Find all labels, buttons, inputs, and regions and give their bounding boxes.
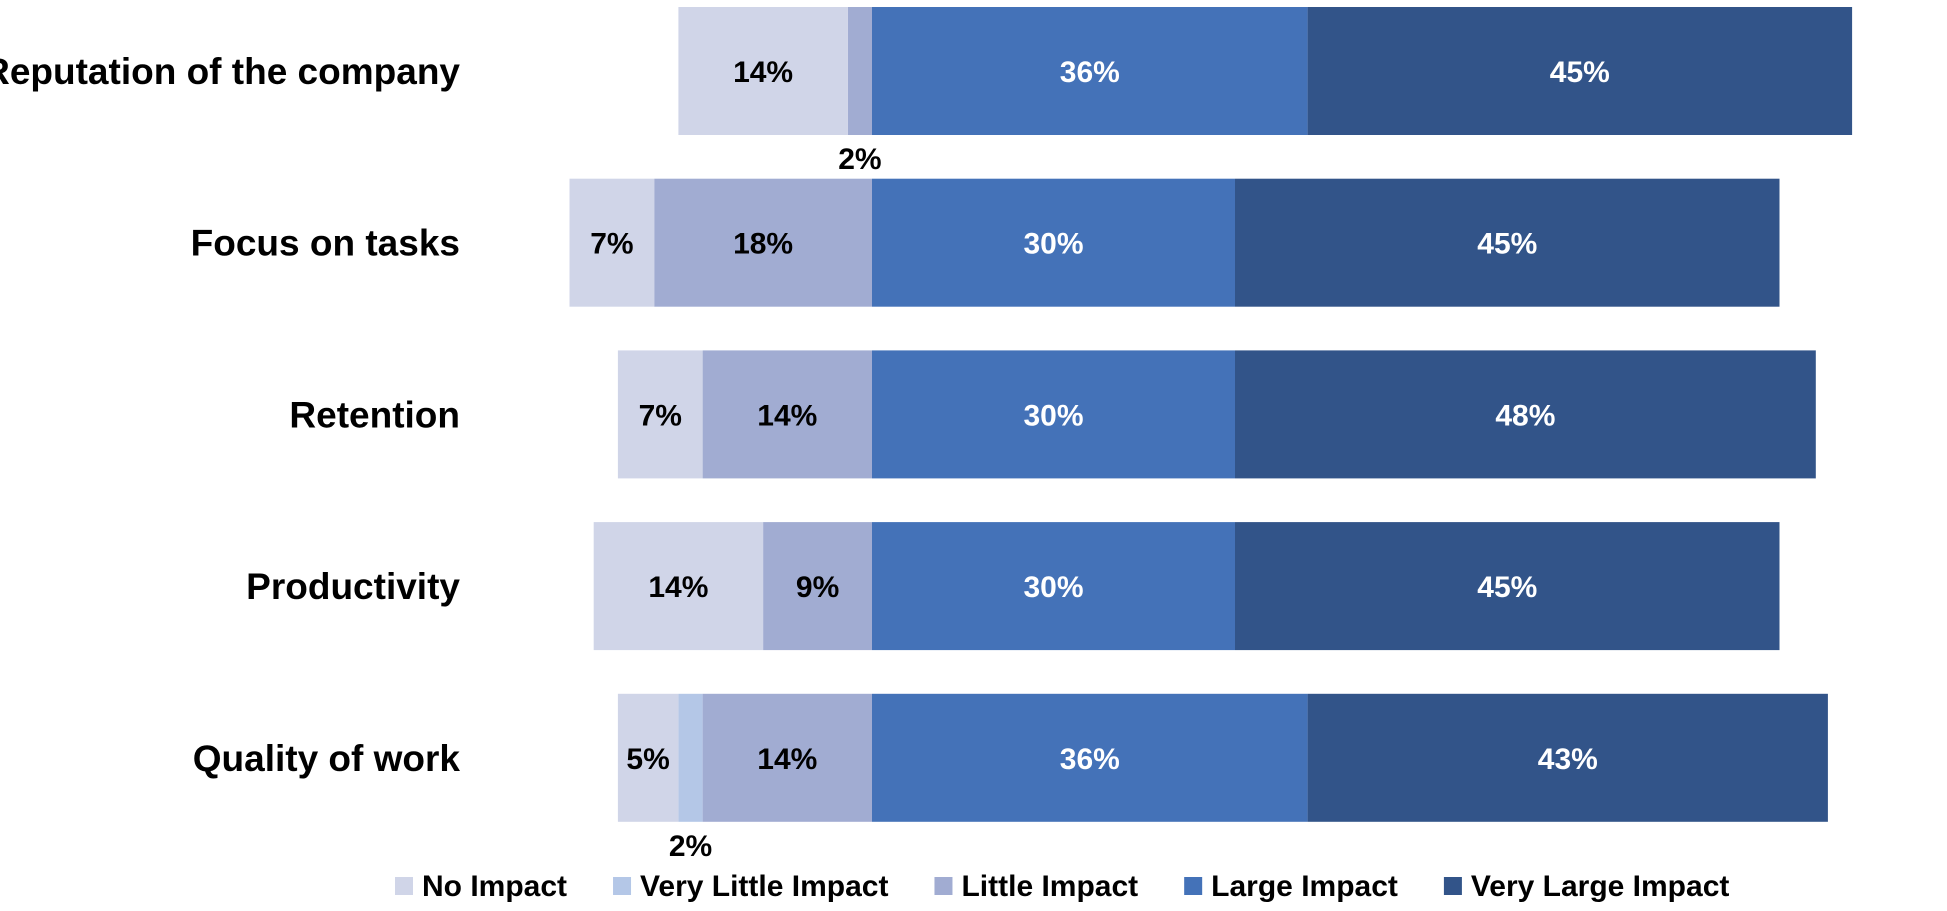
data-label-little-impact-productivity: 9% bbox=[796, 571, 839, 604]
data-label-little-impact-retention: 14% bbox=[757, 399, 817, 432]
category-label-quality-of-work: Quality of work bbox=[193, 738, 461, 779]
data-label-large-impact-focus-on-tasks: 30% bbox=[1023, 228, 1083, 261]
data-label-no-impact-focus-on-tasks: 7% bbox=[590, 228, 633, 261]
category-label-focus-on-tasks: Focus on tasks bbox=[191, 223, 460, 264]
bar-segment-large-impact-retention bbox=[872, 350, 1235, 479]
bar-segment-very-large-impact-focus-on-tasks bbox=[1235, 178, 1780, 307]
bar-segment-very-large-impact-quality-of-work bbox=[1307, 693, 1828, 822]
data-label-large-impact-productivity: 30% bbox=[1023, 571, 1083, 604]
legend-swatch-large-impact bbox=[1184, 877, 1203, 895]
bar-segment-little-impact-focus-on-tasks bbox=[654, 178, 872, 307]
bar-segment-no-impact-focus-on-tasks bbox=[569, 178, 655, 307]
legend-label-very-large-impact: Very Large Impact bbox=[1471, 870, 1729, 903]
bar-segment-large-impact-focus-on-tasks bbox=[872, 178, 1235, 307]
data-label-large-impact-retention: 30% bbox=[1023, 399, 1083, 432]
bar-segment-no-impact-reputation-of-the-company bbox=[678, 7, 848, 135]
category-label-reputation-of-the-company: Reputation of the company bbox=[0, 51, 460, 92]
bar-segment-no-impact-productivity bbox=[593, 522, 764, 651]
data-label-little-impact-reputation-of-the-company: 2% bbox=[838, 143, 881, 176]
bar-segment-very-large-impact-reputation-of-the-company bbox=[1307, 7, 1853, 135]
category-label-productivity: Productivity bbox=[246, 566, 460, 607]
bar-segment-no-impact-retention bbox=[617, 350, 703, 479]
bar-segment-little-impact-quality-of-work bbox=[702, 693, 872, 822]
bar-segment-large-impact-quality-of-work bbox=[872, 693, 1308, 822]
legend-swatch-no-impact bbox=[395, 877, 413, 895]
data-label-no-impact-reputation-of-the-company: 14% bbox=[733, 56, 793, 89]
data-label-very-large-impact-retention: 48% bbox=[1495, 399, 1555, 432]
data-label-very-little-impact-quality-of-work: 2% bbox=[669, 830, 712, 863]
bar-segment-no-impact-quality-of-work bbox=[617, 693, 679, 822]
data-label-very-large-impact-productivity: 45% bbox=[1477, 571, 1537, 604]
data-label-large-impact-quality-of-work: 36% bbox=[1060, 743, 1120, 776]
legend-swatch-very-little-impact bbox=[613, 877, 632, 895]
bar-segment-little-impact-reputation-of-the-company bbox=[847, 7, 872, 135]
data-label-little-impact-quality-of-work: 14% bbox=[757, 743, 817, 776]
category-label-retention: Retention bbox=[289, 394, 460, 435]
bar-segment-large-impact-reputation-of-the-company bbox=[872, 7, 1308, 135]
data-label-no-impact-retention: 7% bbox=[639, 399, 682, 432]
legend-swatch-little-impact bbox=[934, 877, 953, 895]
data-label-little-impact-focus-on-tasks: 18% bbox=[733, 228, 793, 261]
data-label-no-impact-quality-of-work: 5% bbox=[626, 743, 669, 776]
data-label-no-impact-productivity: 14% bbox=[648, 571, 708, 604]
legend-label-no-impact: No Impact bbox=[422, 870, 567, 903]
data-label-very-large-impact-reputation-of-the-company: 45% bbox=[1550, 56, 1610, 89]
bar-segment-very-large-impact-retention bbox=[1235, 350, 1816, 479]
data-label-large-impact-reputation-of-the-company: 36% bbox=[1060, 56, 1120, 89]
data-label-very-large-impact-quality-of-work: 43% bbox=[1538, 743, 1598, 776]
bar-segment-very-large-impact-productivity bbox=[1235, 522, 1780, 651]
legend-swatch-very-large-impact bbox=[1443, 877, 1462, 895]
legend-label-large-impact: Large Impact bbox=[1211, 870, 1398, 903]
bar-segment-very-little-impact-quality-of-work bbox=[678, 693, 703, 822]
bar-segment-little-impact-retention bbox=[702, 350, 872, 479]
bar-segment-large-impact-productivity bbox=[872, 522, 1235, 651]
bar-segment-little-impact-productivity bbox=[763, 522, 872, 651]
legend-label-very-little-impact: Very Little Impact bbox=[640, 870, 888, 903]
data-label-very-large-impact-focus-on-tasks: 45% bbox=[1477, 228, 1537, 261]
legend-label-little-impact: Little Impact bbox=[961, 870, 1138, 903]
